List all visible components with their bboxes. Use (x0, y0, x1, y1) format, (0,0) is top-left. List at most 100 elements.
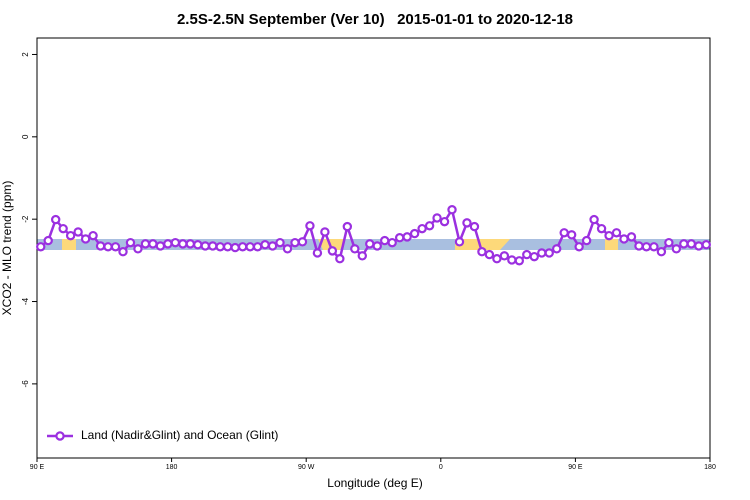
data-point (394, 233, 405, 243)
y-tick-label: 2 (21, 52, 30, 57)
data-point (529, 251, 539, 262)
data-point (604, 230, 614, 241)
data-point (454, 237, 465, 247)
data-point (140, 239, 151, 249)
data-point (432, 213, 442, 223)
data-point (320, 227, 330, 237)
data-point (656, 247, 667, 257)
data-point (611, 228, 622, 238)
data-point (110, 242, 121, 252)
data-point (297, 237, 308, 247)
data-point (417, 223, 427, 234)
data-point (290, 237, 300, 248)
data-point (237, 242, 248, 252)
data-point (372, 241, 382, 251)
data-point (462, 218, 472, 228)
data-point (200, 241, 210, 251)
x-tick-label: 0 (439, 464, 443, 471)
data-point (125, 237, 136, 248)
chart-title: 2.5S-2.5N September (Ver 10) 2015-01-01 … (177, 11, 573, 28)
data-point (80, 234, 91, 244)
data-point (447, 205, 457, 215)
data-point (215, 242, 225, 252)
data-point (350, 244, 360, 254)
y-axis-label: XCO2 - MLO trend (ppm) (0, 181, 14, 316)
data-point (133, 244, 143, 254)
data-point (514, 256, 525, 266)
data-point (641, 242, 652, 252)
data-point (43, 235, 53, 246)
data-point (312, 248, 323, 258)
data-point (282, 244, 293, 254)
data-point (88, 230, 98, 241)
data-point (260, 240, 270, 250)
data-point (118, 247, 128, 257)
data-point (335, 254, 345, 264)
data-point (679, 239, 689, 249)
data-point (686, 239, 697, 249)
data-point (65, 230, 76, 241)
data-point (252, 242, 263, 252)
data-point (95, 241, 106, 251)
data-point (581, 235, 592, 246)
data-point (58, 223, 68, 234)
data-point (365, 239, 375, 249)
data-point (380, 235, 390, 246)
legend-label: Land (Nadir&Glint) and Ocean (Glint) (81, 428, 278, 442)
data-point (544, 248, 554, 258)
x-axis-label: Longitude (deg E) (327, 476, 422, 490)
x-tick-label: 180 (166, 464, 178, 471)
data-point (73, 227, 83, 237)
data-point (267, 241, 278, 251)
data-point (671, 244, 682, 254)
land-band (318, 239, 345, 250)
data-point (574, 242, 584, 252)
data-point (103, 242, 113, 252)
data-point (387, 237, 397, 248)
data-point (552, 244, 562, 254)
data-point (537, 248, 547, 258)
data-point (701, 240, 711, 250)
y-tick-label: 0 (21, 134, 30, 139)
land-band (62, 239, 76, 250)
data-point (469, 221, 480, 232)
data-point (305, 221, 315, 231)
data-point (170, 237, 181, 248)
data-point (222, 242, 233, 252)
data-point (148, 239, 158, 249)
data-point (484, 249, 495, 260)
data-point (36, 242, 46, 252)
y-tick-label: -6 (21, 380, 30, 388)
data-point (522, 249, 532, 260)
data-point (50, 214, 61, 225)
data-point (499, 251, 510, 261)
land-band (455, 239, 510, 250)
data-point (193, 240, 203, 250)
data-point (185, 239, 195, 249)
data-point (619, 234, 629, 244)
x-tick-label: 90 E (568, 464, 583, 471)
x-tick-label: 90 W (298, 464, 315, 471)
data-point (155, 241, 166, 251)
data-point (477, 247, 487, 257)
data-point (634, 241, 644, 251)
data-point (649, 242, 659, 252)
data-point (327, 246, 338, 256)
y-tick-label: -2 (21, 215, 30, 223)
data-point (275, 237, 285, 248)
data-point (626, 232, 637, 242)
data-point (559, 228, 569, 238)
data-point (342, 221, 353, 232)
data-point (492, 254, 502, 264)
legend-swatch (55, 431, 65, 441)
data-point (589, 214, 599, 225)
data-point (409, 228, 420, 239)
data-point (507, 255, 517, 265)
x-tick-label: 180 (704, 464, 716, 471)
data-point (245, 242, 255, 252)
data-point (424, 221, 435, 231)
data-point (566, 230, 577, 240)
data-point (208, 241, 218, 251)
y-tick-label: -4 (21, 297, 30, 305)
